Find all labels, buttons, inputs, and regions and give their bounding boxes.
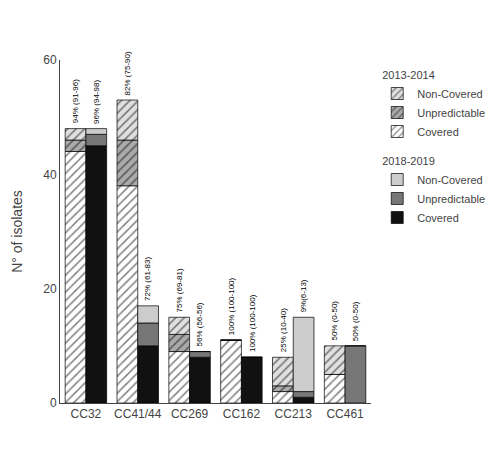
svg-text:20: 20 — [43, 282, 57, 296]
svg-text:Non-Covered: Non-Covered — [417, 174, 482, 186]
svg-text:100% (100-100): 100% (100-100) — [227, 277, 236, 335]
svg-text:CC213: CC213 — [275, 407, 313, 421]
svg-text:CC269: CC269 — [171, 407, 209, 421]
svg-text:2018-2019: 2018-2019 — [382, 155, 435, 167]
svg-text:CC162: CC162 — [223, 407, 261, 421]
svg-text:N° of isolates: N° of isolates — [9, 190, 25, 273]
svg-text:CC461: CC461 — [326, 407, 364, 421]
svg-text:Non-Covered: Non-Covered — [417, 88, 482, 100]
svg-text:60: 60 — [43, 53, 57, 67]
svg-text:72% (61-83): 72% (61-83) — [143, 257, 152, 301]
svg-text:9%(6-13): 9%(6-13) — [299, 279, 308, 312]
svg-text:50% (0-50): 50% (0-50) — [330, 301, 339, 341]
svg-text:CC41/44: CC41/44 — [114, 407, 162, 421]
svg-text:Unpredictable: Unpredictable — [417, 193, 485, 205]
svg-text:75% (69-81): 75% (69-81) — [175, 268, 184, 312]
svg-text:100% (100-100): 100% (100-100) — [248, 294, 257, 352]
svg-text:96% (94-98): 96% (94-98) — [92, 80, 101, 124]
svg-text:50% (0-50): 50% (0-50) — [351, 301, 360, 341]
svg-text:56% (56-56): 56% (56-56) — [195, 302, 204, 346]
svg-text:Covered: Covered — [417, 126, 459, 138]
svg-text:25% (10-40): 25% (10-40) — [279, 308, 288, 352]
svg-text:Unpredictable: Unpredictable — [417, 107, 485, 119]
svg-text:0: 0 — [50, 396, 57, 410]
svg-text:2013-2014: 2013-2014 — [382, 69, 435, 81]
svg-text:40: 40 — [43, 168, 57, 182]
svg-text:82% (75-90): 82% (75-90) — [123, 51, 132, 95]
svg-text:94% (91-96): 94% (91-96) — [71, 79, 80, 123]
svg-text:CC32: CC32 — [71, 407, 102, 421]
svg-text:Covered: Covered — [417, 212, 459, 224]
